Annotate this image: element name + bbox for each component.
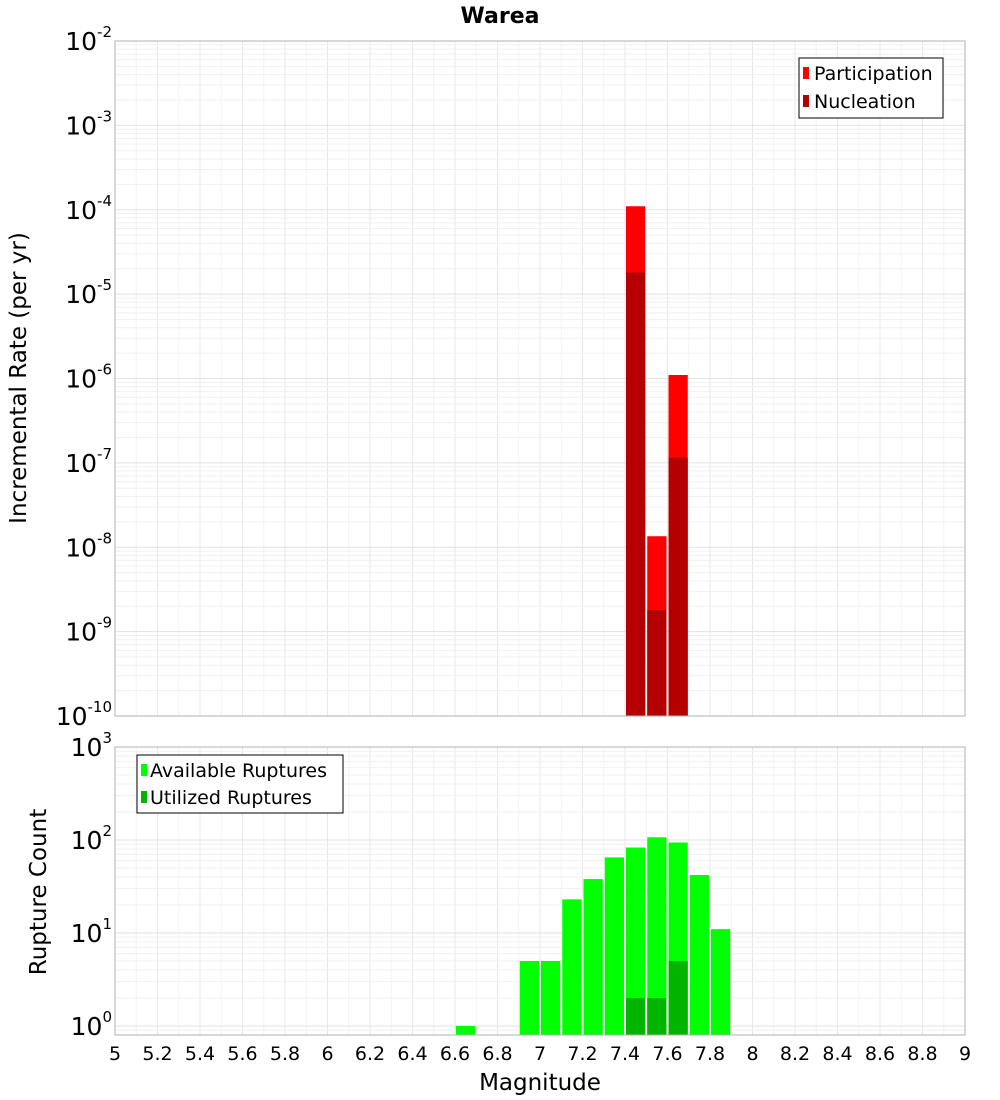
x-tick-label: 7.2 — [567, 1043, 597, 1065]
count-bar-available-ruptures — [456, 1025, 476, 1035]
count-y-tick-label: 101 — [71, 915, 112, 948]
legend-label-nucleation: Nucleation — [814, 91, 916, 113]
legend-swatch-utilized — [141, 791, 147, 803]
x-tick-label: 6 — [321, 1043, 333, 1065]
x-tick-label: 6.4 — [397, 1043, 427, 1065]
rate-y-tick-label: 10-9 — [65, 614, 112, 647]
x-tick-label: 5.2 — [142, 1043, 172, 1065]
legend-swatch-nucleation — [803, 95, 809, 107]
x-tick-label: 8.2 — [780, 1043, 810, 1065]
count-y-tick-label: 102 — [71, 822, 112, 855]
x-tick-label: 7 — [534, 1043, 546, 1065]
count-bar-available-ruptures — [562, 899, 582, 1035]
count-bar-available-ruptures — [541, 960, 561, 1035]
count-bar-available-ruptures — [647, 837, 667, 1035]
count-bar-available-ruptures — [689, 875, 709, 1035]
legend-swatch-participation — [803, 67, 809, 79]
legend-label-utilized: Utilized Ruptures — [150, 787, 312, 809]
rate-bar-nucleation — [626, 272, 646, 716]
magnitude-x-ticks: 5 5.2 5.4 5.6 5.8 6 6.2 6.4 6.6 6.8 7 7.2 7.4 7.6 7.8 8… — [109, 1043, 971, 1065]
chart-title: Warea — [461, 4, 540, 29]
rate-plot-frame — [114, 40, 966, 717]
x-tick-label: 5.6 — [227, 1043, 257, 1065]
x-tick-label: 6.2 — [355, 1043, 385, 1065]
count-y-axis-label: Rupture Count — [26, 809, 52, 975]
count-legend: Available Ruptures Utilized Ruptures — [136, 754, 344, 814]
x-tick-label: 8.6 — [865, 1043, 895, 1065]
count-bar-available-ruptures — [711, 929, 731, 1035]
count-bar-utilized-ruptures — [668, 960, 688, 1035]
x-tick-label: 8 — [746, 1043, 758, 1065]
count-plot-frame — [114, 746, 966, 1036]
count-y-tick-label: 103 — [71, 729, 112, 762]
count-bar-available-ruptures — [604, 857, 624, 1035]
legend-label-available: Available Ruptures — [150, 760, 327, 782]
rate-y-ticks: 10-2 10-3 10-4 10-5 10-6 10-7 10-8 10-9 10-10 — [56, 23, 112, 731]
count-bar-utilized-ruptures — [626, 997, 646, 1035]
legend-label-participation: Participation — [814, 63, 933, 85]
legend-swatch-available — [141, 764, 147, 776]
count-bars — [456, 837, 731, 1035]
rate-y-tick-label: 10-2 — [65, 23, 112, 56]
rate-y-tick-label: 10-4 — [65, 192, 112, 225]
x-tick-label: 6.6 — [440, 1043, 470, 1065]
count-bar-available-ruptures — [583, 879, 603, 1035]
x-tick-label: 8.4 — [822, 1043, 852, 1065]
rate-legend-box — [798, 57, 944, 119]
rate-y-axis-label: Incremental Rate (per yr) — [6, 232, 32, 524]
x-tick-label: 5 — [109, 1043, 121, 1065]
rate-y-tick-label: 10-8 — [65, 529, 112, 562]
rate-grid — [115, 41, 965, 716]
x-tick-label: 6.8 — [482, 1043, 512, 1065]
x-tick-label: 7.8 — [695, 1043, 725, 1065]
rate-panel: 10-2 10-3 10-4 10-5 10-6 10-7 10-8 10-9 10-10 In… — [6, 23, 966, 731]
x-tick-label: 7.4 — [610, 1043, 640, 1065]
rate-bar-nucleation — [668, 457, 688, 716]
rupture-count-panel: 103 102 101 100 5 5.2 5.4 5.6 5.8 6 6.2 6.4 6.6 6.8 7… — [26, 729, 971, 1096]
rate-y-tick-label: 10-7 — [65, 445, 112, 478]
x-tick-label: 8.8 — [907, 1043, 937, 1065]
count-y-ticks: 103 102 101 100 — [71, 729, 112, 1041]
x-tick-label: 9 — [959, 1043, 971, 1065]
count-bar-available-ruptures — [519, 960, 539, 1035]
count-bar-available-ruptures — [626, 847, 646, 1035]
rate-bars — [626, 206, 688, 716]
count-y-tick-label: 100 — [71, 1008, 112, 1041]
rate-y-tick-label: 10-3 — [65, 107, 112, 140]
x-tick-label: 5.4 — [185, 1043, 215, 1065]
count-legend-box — [136, 754, 344, 814]
rate-y-tick-label: 10-6 — [65, 361, 112, 394]
x-tick-label: 7.6 — [652, 1043, 682, 1065]
x-axis-label: Magnitude — [479, 1070, 601, 1096]
count-bar-utilized-ruptures — [647, 997, 667, 1035]
rate-y-tick-label: 10-10 — [56, 698, 112, 731]
rate-bar-nucleation — [647, 610, 667, 716]
rate-y-tick-label: 10-5 — [65, 276, 112, 309]
x-tick-label: 5.8 — [270, 1043, 300, 1065]
rate-legend: Participation Nucleation — [798, 57, 944, 119]
